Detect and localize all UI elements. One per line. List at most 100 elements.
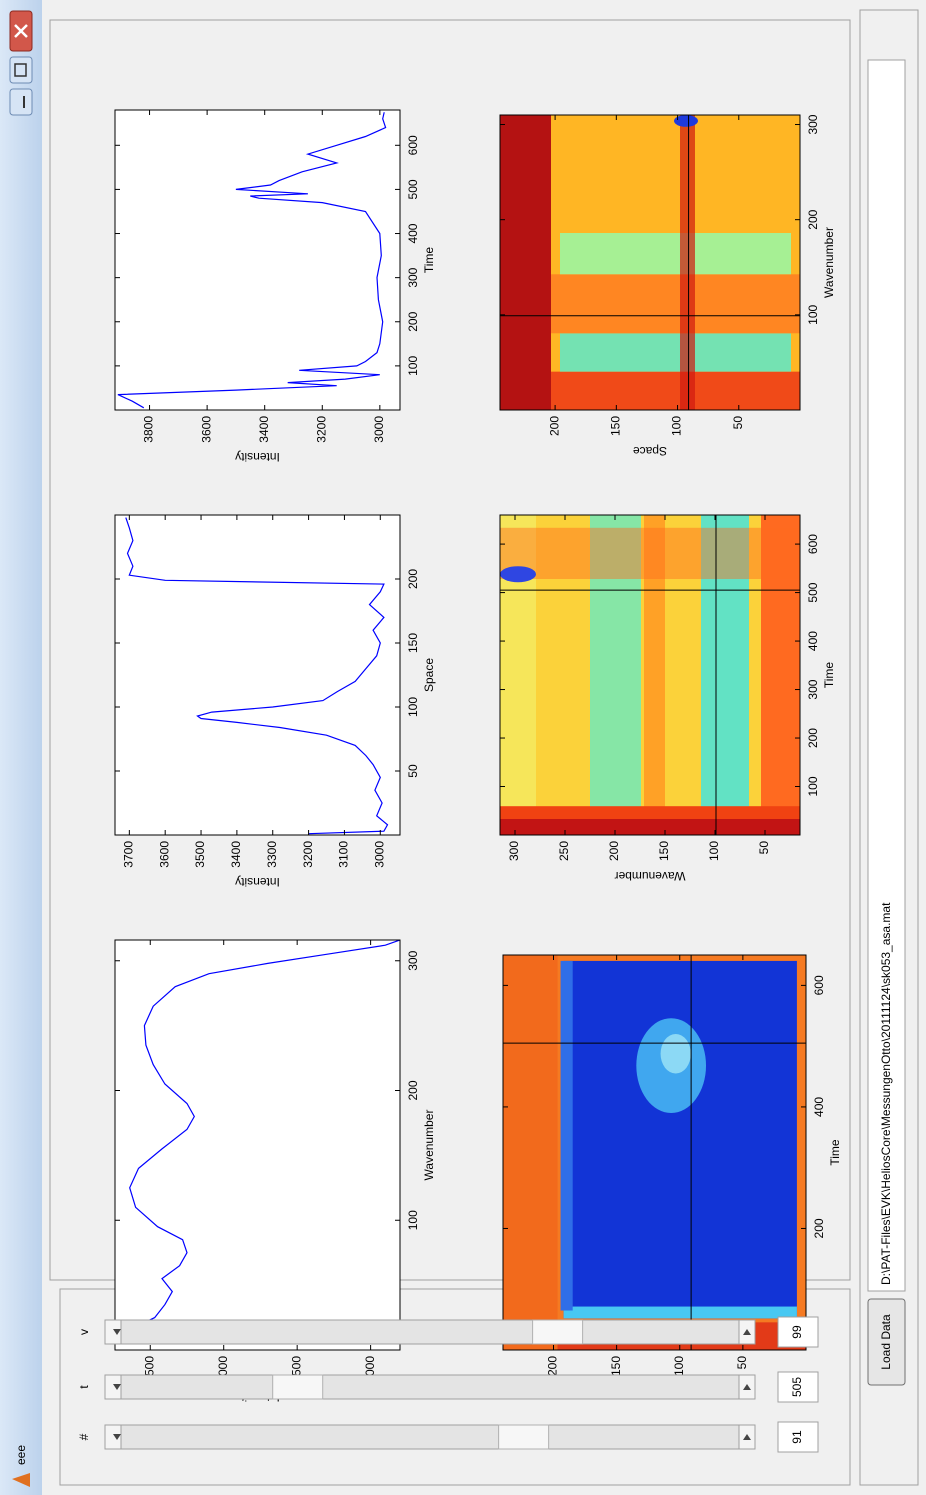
heatmap-region bbox=[500, 115, 551, 410]
slider-edit-box[interactable] bbox=[777, 1316, 819, 1348]
x-tick-label: 200 bbox=[406, 1080, 420, 1100]
file-path-field[interactable] bbox=[867, 59, 906, 1292]
arrow-icon bbox=[743, 1434, 751, 1440]
heatmap-region bbox=[660, 1034, 691, 1074]
plot-area bbox=[115, 110, 400, 410]
y-tick-label: 3600 bbox=[199, 416, 213, 443]
slider-label: v bbox=[77, 1329, 91, 1335]
heatmap-region bbox=[560, 233, 791, 275]
slider-label: # bbox=[77, 1433, 91, 1440]
x-tick-label: 500 bbox=[806, 582, 820, 602]
slider-thumb[interactable] bbox=[498, 1424, 550, 1450]
y-tick-label: 3400 bbox=[229, 841, 243, 868]
slider-track[interactable] bbox=[104, 1319, 756, 1345]
plot-area bbox=[500, 515, 800, 835]
slider-thumb[interactable] bbox=[532, 1319, 584, 1345]
y-tick-label: 3400 bbox=[257, 416, 271, 443]
slider-track[interactable] bbox=[104, 1424, 756, 1450]
y-axis-label: Wavenumber bbox=[615, 869, 686, 883]
axes-frame bbox=[114, 109, 401, 411]
heatmap-region bbox=[500, 527, 800, 579]
axes-frame bbox=[114, 514, 401, 836]
y-tick-label: 150 bbox=[657, 841, 671, 861]
x-tick-label: 300 bbox=[406, 267, 420, 287]
plot-background bbox=[115, 110, 400, 410]
slider-edit-box[interactable] bbox=[777, 1421, 819, 1453]
y-tick-label: 150 bbox=[609, 1356, 623, 1376]
x-tick-label: 600 bbox=[812, 975, 826, 995]
y-tick-label: 100 bbox=[672, 1356, 686, 1376]
app-icon bbox=[12, 1473, 30, 1487]
slider-edit-box[interactable] bbox=[777, 1371, 819, 1403]
data-line bbox=[117, 112, 387, 409]
x-tick-label: 600 bbox=[806, 534, 820, 554]
y-tick-label: 3000 bbox=[372, 841, 386, 868]
x-tick-label: 200 bbox=[812, 1218, 826, 1238]
plot-area bbox=[115, 515, 400, 835]
y-tick-label: 150 bbox=[608, 416, 622, 436]
x-tick-label: 150 bbox=[406, 633, 420, 653]
axes-frame bbox=[502, 954, 807, 1351]
arrow-icon bbox=[113, 1384, 121, 1390]
heatmap-region bbox=[761, 515, 800, 835]
y-tick-label: 50 bbox=[735, 1356, 749, 1370]
heatmap-region bbox=[560, 333, 791, 372]
plot-background bbox=[115, 515, 400, 835]
arrow-icon bbox=[743, 1329, 751, 1335]
maximize-button[interactable] bbox=[9, 56, 33, 84]
slider-track[interactable] bbox=[104, 1374, 756, 1400]
heatmap-region bbox=[500, 819, 800, 835]
slider-label: t bbox=[77, 1385, 91, 1389]
heatmap-region bbox=[680, 115, 695, 410]
x-tick-label: 200 bbox=[806, 728, 820, 748]
y-tick-label: 200 bbox=[546, 1356, 560, 1376]
y-tick-label: 3200 bbox=[301, 841, 315, 868]
x-tick-label: 300 bbox=[406, 950, 420, 970]
load-data-button[interactable] bbox=[867, 1298, 906, 1386]
window-title: eee bbox=[14, 1445, 28, 1465]
arrow-icon bbox=[743, 1384, 751, 1390]
x-tick-label: 100 bbox=[806, 776, 820, 796]
y-tick-label: 50 bbox=[757, 841, 771, 855]
slider-panel bbox=[59, 1288, 851, 1486]
x-tick-label: 400 bbox=[812, 1097, 826, 1117]
y-tick-label: 3800 bbox=[142, 416, 156, 443]
y-tick-label: 100 bbox=[707, 841, 721, 861]
y-axis-label: Intensity bbox=[235, 875, 280, 889]
slider-arrow-up bbox=[104, 1319, 122, 1345]
plot-panel bbox=[49, 19, 851, 1281]
slider-arrow-up bbox=[104, 1374, 122, 1400]
y-tick-label: 3500 bbox=[193, 841, 207, 868]
y-axis-label: Intensity bbox=[235, 450, 280, 464]
slider-arrow-up bbox=[104, 1424, 122, 1450]
heatmap-region bbox=[551, 371, 800, 410]
x-tick-label: 100 bbox=[406, 1210, 420, 1230]
x-tick-label: 600 bbox=[406, 135, 420, 155]
slider-value: 91 bbox=[790, 1430, 804, 1444]
x-tick-label: 100 bbox=[406, 356, 420, 376]
y-tick-label: 3700 bbox=[122, 841, 136, 868]
heatmap-region bbox=[644, 515, 665, 835]
maximize-icon bbox=[14, 63, 27, 77]
y-tick-label: 3200 bbox=[314, 416, 328, 443]
x-axis-label: Time bbox=[422, 247, 436, 274]
close-icon bbox=[14, 24, 28, 38]
x-tick-label: 200 bbox=[806, 209, 820, 229]
minimize-button[interactable] bbox=[9, 88, 33, 116]
x-tick-label: 100 bbox=[806, 305, 820, 325]
y-tick-label: 3000 bbox=[372, 416, 386, 443]
slider-value: 99 bbox=[790, 1325, 804, 1339]
slider-value: 505 bbox=[790, 1377, 804, 1397]
data-line bbox=[115, 940, 400, 1344]
x-axis-label: Time bbox=[828, 1139, 842, 1166]
heatmap-region bbox=[674, 115, 698, 127]
axes-frame bbox=[114, 939, 401, 1351]
y-tick-label: 250 bbox=[557, 841, 571, 861]
heatmap-region bbox=[701, 515, 749, 835]
x-tick-label: 400 bbox=[406, 223, 420, 243]
slider-thumb[interactable] bbox=[272, 1374, 324, 1400]
x-tick-label: 200 bbox=[406, 569, 420, 589]
x-axis-label: Wavenumber bbox=[822, 227, 836, 298]
